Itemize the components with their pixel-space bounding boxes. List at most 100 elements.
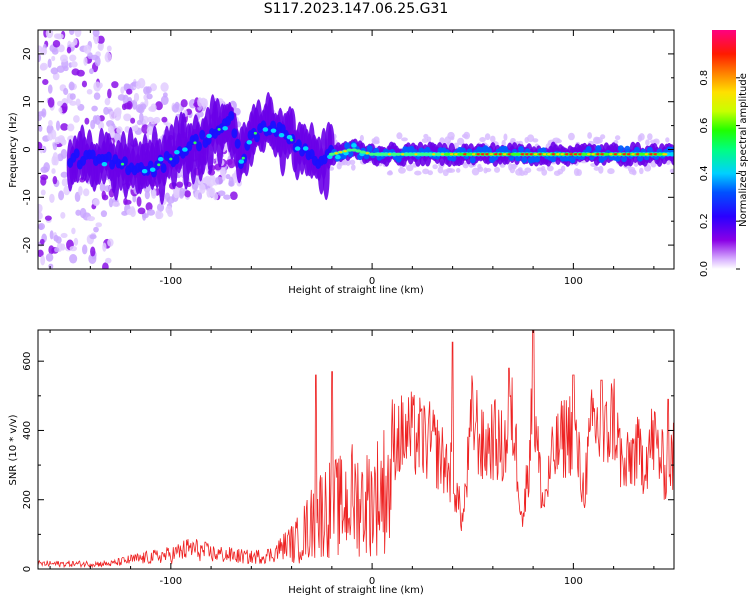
heatmap-speckle [52, 152, 59, 162]
heatmap-ridge-mid [633, 146, 640, 154]
heatmap-speckle [116, 126, 123, 134]
heatmap-speckle [509, 166, 516, 174]
heatmap-speckle [60, 171, 69, 178]
heatmap-speckle [388, 170, 393, 175]
heatmap-speckle [53, 234, 59, 242]
heatmap-speckle [91, 105, 98, 112]
heatmap-speckle [94, 55, 101, 67]
heatmap-speckle [479, 137, 486, 143]
heatmap-ridge-mid [196, 141, 203, 152]
heatmap-speckle [336, 162, 342, 170]
heatmap-speckle [414, 170, 422, 176]
heatmap-ridge-mid [614, 154, 621, 162]
heatmap-speckle [71, 227, 76, 235]
spectrogram-ylabel: Frequency (Hz) [8, 112, 19, 188]
heatmap-speckle [406, 164, 414, 172]
heatmap-ridge-cyan [302, 146, 309, 151]
colorbar-tick-label: 0.4 [699, 165, 710, 181]
heatmap-core [417, 152, 424, 156]
heatmap-speckle [573, 168, 580, 176]
heatmap-core [253, 131, 257, 135]
heatmap-ridge-mid [73, 148, 80, 159]
heatmap-speckle [351, 164, 356, 171]
heatmap-speckle [133, 92, 140, 102]
heatmap-speckle [38, 249, 44, 258]
heatmap-speckle [503, 133, 508, 141]
heatmap-speckle [40, 255, 46, 266]
colorbar-tick-label: 0.8 [699, 70, 710, 86]
heatmap-speckle [130, 117, 136, 124]
heatmap-speckle [41, 108, 47, 118]
heatmap-speckle [84, 117, 90, 125]
heatmap-ridge-mid [89, 149, 96, 160]
heatmap-ridge-mid [253, 132, 260, 143]
heatmap-speckle [51, 55, 56, 62]
heatmap-speckle [100, 210, 108, 218]
heatmap-speckle [607, 168, 615, 175]
heatmap-speckle [519, 169, 525, 177]
y-tick-label: 20 [22, 48, 33, 61]
heatmap-speckle [160, 82, 169, 92]
heatmap-ridge-cyan [669, 152, 674, 157]
heatmap-ridge-mid [234, 138, 241, 149]
heatmap-ridge-cyan [174, 150, 180, 155]
heatmap-ridge-mid [617, 145, 624, 153]
heatmap-peak [401, 153, 405, 156]
heatmap-speckle [117, 94, 126, 101]
heatmap-speckle [105, 257, 112, 264]
heatmap-peak [432, 153, 436, 156]
heatmap-speckle [228, 176, 234, 187]
heatmap-speckle [150, 103, 157, 112]
snr-axes: -100 0 100 0 200 400 600 [22, 330, 674, 587]
heatmap-ridge-mid [270, 120, 277, 131]
x-tick-label: 0 [369, 576, 375, 587]
heatmap-speckle [54, 247, 60, 253]
heatmap-speckle [669, 168, 674, 174]
colorbar-tick-label: 0.2 [699, 213, 710, 229]
heatmap-ridge-cyan [665, 152, 671, 157]
heatmap-speckle [179, 187, 185, 197]
heatmap-speckle [50, 67, 59, 75]
heatmap-speckle [39, 47, 48, 56]
heatmap-speckle [83, 56, 88, 66]
heatmap-speckle [73, 237, 79, 246]
heatmap-speckle [93, 81, 102, 92]
heatmap-peak [414, 153, 418, 156]
heatmap-speckle [52, 142, 58, 151]
heatmap-speckle [83, 188, 90, 197]
heatmap-speckle [48, 263, 54, 269]
heatmap-speckle [60, 232, 68, 239]
y-tick-label: 200 [22, 490, 33, 509]
heatmap-speckle [102, 262, 109, 269]
heatmap-speckle [206, 177, 216, 187]
heatmap-speckle [484, 133, 491, 141]
heatmap-speckle [120, 86, 125, 94]
heatmap-speckle [477, 163, 482, 170]
heatmap-speckle [69, 93, 76, 100]
y-tick-label: 400 [22, 421, 33, 440]
heatmap-speckle [614, 135, 621, 141]
heatmap-speckle [126, 88, 133, 95]
heatmap-speckle [60, 54, 68, 63]
y-tick-label: 0 [22, 566, 33, 572]
heatmap-speckle [401, 137, 408, 142]
colorbar: 0.0 0.2 0.4 0.6 0.8 Normalized spectral ampl… [699, 30, 749, 277]
heatmap-speckle [75, 98, 81, 107]
heatmap-ridge-mid [228, 110, 235, 121]
heatmap-ridge-mid [344, 142, 351, 150]
heatmap-core [435, 152, 442, 156]
heatmap-core [466, 152, 473, 156]
heatmap-speckle [645, 139, 650, 146]
heatmap-speckle [83, 44, 92, 54]
heatmap-speckle [99, 182, 106, 192]
heatmap-ridge-cyan [101, 161, 108, 167]
heatmap-speckle [136, 196, 142, 207]
heatmap-speckle [109, 128, 116, 139]
heatmap-speckle [155, 101, 163, 111]
heatmap-speckle [180, 99, 188, 108]
heatmap-speckle [93, 92, 101, 100]
heatmap-speckle [371, 138, 377, 144]
heatmap-core [421, 152, 428, 156]
heatmap-speckle [78, 186, 83, 196]
heatmap-speckle [557, 168, 564, 175]
